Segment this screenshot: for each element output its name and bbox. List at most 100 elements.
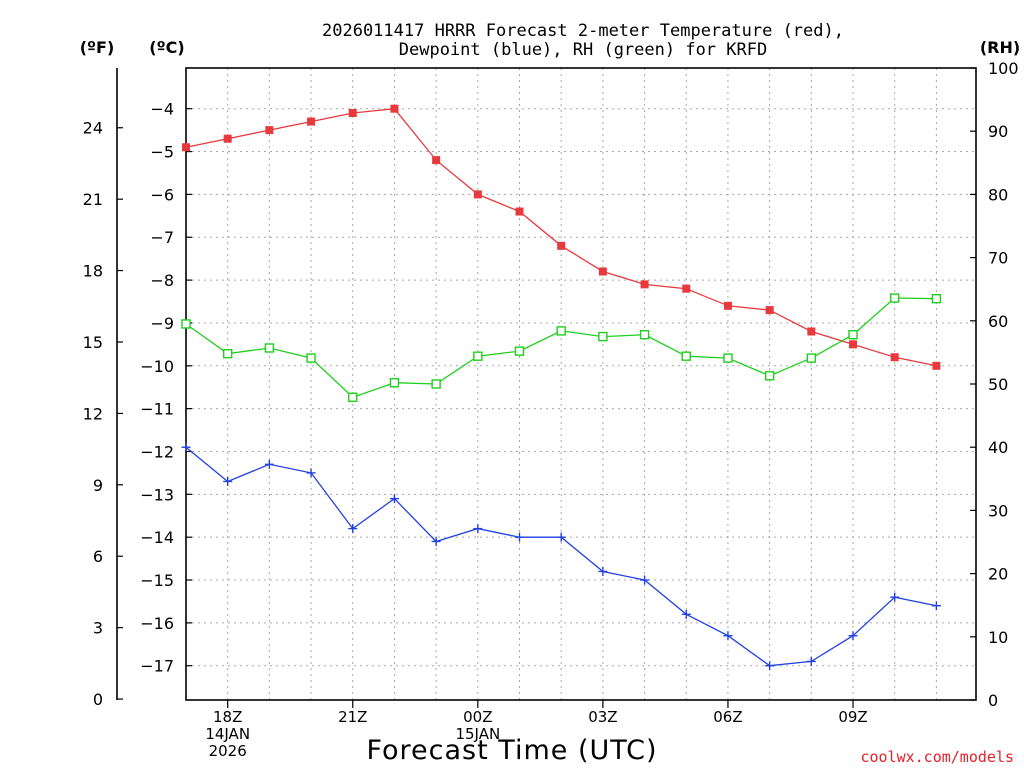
rh-tick-label: 80 <box>988 185 1008 204</box>
fahrenheit-tick-label: 3 <box>93 619 103 638</box>
grid-lines <box>186 68 976 700</box>
dewpoint-c-point <box>181 442 191 452</box>
temperature-c-point <box>182 143 190 152</box>
temperature-c-point <box>348 108 357 117</box>
rh-point <box>681 351 691 361</box>
celsius-tick-label: −4 <box>150 100 174 119</box>
temperature-c-point <box>682 284 691 293</box>
celsius-tick-label: −5 <box>150 143 174 162</box>
x-tick-label: 15JAN <box>455 725 500 743</box>
rh-point <box>764 371 775 381</box>
rh-tick-label: 0 <box>988 691 998 710</box>
celsius-tick-label: −10 <box>140 357 174 376</box>
dewpoint-c-point <box>890 592 900 602</box>
rh-point <box>306 353 316 363</box>
rh-point <box>264 343 275 353</box>
temperature-c-point <box>515 207 524 216</box>
x-tick-label: 06Z <box>713 708 742 726</box>
rh-point <box>890 293 900 303</box>
rh-point <box>723 353 733 363</box>
unit-rh-label: (RH) <box>980 38 1020 57</box>
celsius-tick-label: −12 <box>140 442 174 461</box>
x-tick-label: 21Z <box>338 708 367 726</box>
rh-tick-label: 10 <box>988 628 1008 647</box>
unit-fahrenheit-label: (ºF) <box>80 38 115 57</box>
temperature-c-point <box>557 241 566 250</box>
celsius-tick-label: −14 <box>140 528 174 547</box>
rh-tick-label: 70 <box>988 249 1008 268</box>
axes: 24211815129630−4−5−6−7−8−9−10−11−12−13−1… <box>83 59 1019 760</box>
rh-point <box>222 348 233 359</box>
celsius-tick-label: −13 <box>140 485 174 504</box>
dewpoint-c-point <box>723 631 733 641</box>
temperature-c-point <box>390 104 399 113</box>
rh-line <box>185 297 937 399</box>
rh-point <box>806 353 817 363</box>
x-tick-label: 2026 <box>209 742 247 760</box>
rh-tick-label: 100 <box>988 59 1019 78</box>
rh-point <box>431 379 441 389</box>
rh-tick-label: 20 <box>988 565 1008 584</box>
celsius-tick-label: −15 <box>140 571 174 590</box>
x-tick-label: 14JAN <box>205 725 250 743</box>
rh-point <box>389 378 400 388</box>
rh-point <box>598 331 608 342</box>
temperature-c-point <box>890 353 899 362</box>
temperature-c-point <box>265 126 274 135</box>
dewpoint-c-point <box>931 601 941 611</box>
celsius-tick-label: −9 <box>150 314 174 333</box>
rh-tick-label: 60 <box>988 312 1008 331</box>
fahrenheit-tick-label: 18 <box>83 262 103 281</box>
temperature-c-point <box>223 134 232 143</box>
rh-tick-label: 40 <box>988 438 1008 457</box>
temperature-c-point <box>932 361 941 370</box>
fahrenheit-tick-label: 0 <box>93 690 103 709</box>
celsius-tick-label: −8 <box>150 271 174 290</box>
dewpoint-c-point <box>348 524 358 534</box>
plot-frame <box>185 67 977 701</box>
dewpoint-c-point <box>306 468 316 478</box>
fahrenheit-tick-label: 12 <box>83 404 103 423</box>
temperature-c-point <box>765 306 774 315</box>
dewpoint-c-point <box>765 661 775 671</box>
celsius-tick-label: −11 <box>140 400 174 419</box>
rh-point <box>473 351 483 361</box>
temperature-c-point <box>307 117 316 126</box>
rh-tick-label: 90 <box>988 122 1008 141</box>
rh-point <box>639 330 650 340</box>
rh-point <box>181 319 191 329</box>
x-axis-title: Forecast Time (UTC) <box>366 735 657 766</box>
x-tick-label: 03Z <box>588 708 617 726</box>
celsius-tick-label: −6 <box>150 185 174 204</box>
dewpoint-c-point <box>681 609 691 619</box>
fahrenheit-tick-label: 6 <box>93 547 103 566</box>
dewpoint-c-point <box>431 536 441 546</box>
temperature-c-point <box>598 267 607 276</box>
x-tick-label: 00Z <box>463 708 492 726</box>
unit-celsius-label: (ºC) <box>149 38 184 57</box>
rh-point <box>348 392 358 402</box>
fahrenheit-tick-label: 21 <box>83 190 103 209</box>
dewpoint-c-point <box>806 656 816 666</box>
dewpoint-c-point <box>556 532 566 542</box>
credit-text: coolwx.com/models <box>860 748 1014 766</box>
rh-tick-label: 50 <box>988 375 1008 394</box>
data-series <box>181 104 942 671</box>
fahrenheit-tick-label: 9 <box>93 476 103 495</box>
rh-point <box>514 346 525 356</box>
temperature-c-point <box>849 340 858 349</box>
temperature-c-point <box>432 156 441 165</box>
temperature-c-point <box>473 190 482 199</box>
chart-title-line1: 2026011417 HRRR Forecast 2-meter Tempera… <box>322 21 844 41</box>
dewpoint-c-point <box>640 575 650 585</box>
temperature-c-point <box>807 327 816 336</box>
celsius-tick-label: −17 <box>140 657 174 676</box>
fahrenheit-tick-label: 24 <box>83 119 103 138</box>
x-tick-label: 09Z <box>838 708 867 726</box>
celsius-tick-label: −16 <box>140 614 174 633</box>
rh-point <box>931 293 942 304</box>
dewpoint-c-point <box>598 566 608 576</box>
celsius-tick-label: −7 <box>150 228 174 247</box>
dewpoint-c-point <box>223 476 233 486</box>
